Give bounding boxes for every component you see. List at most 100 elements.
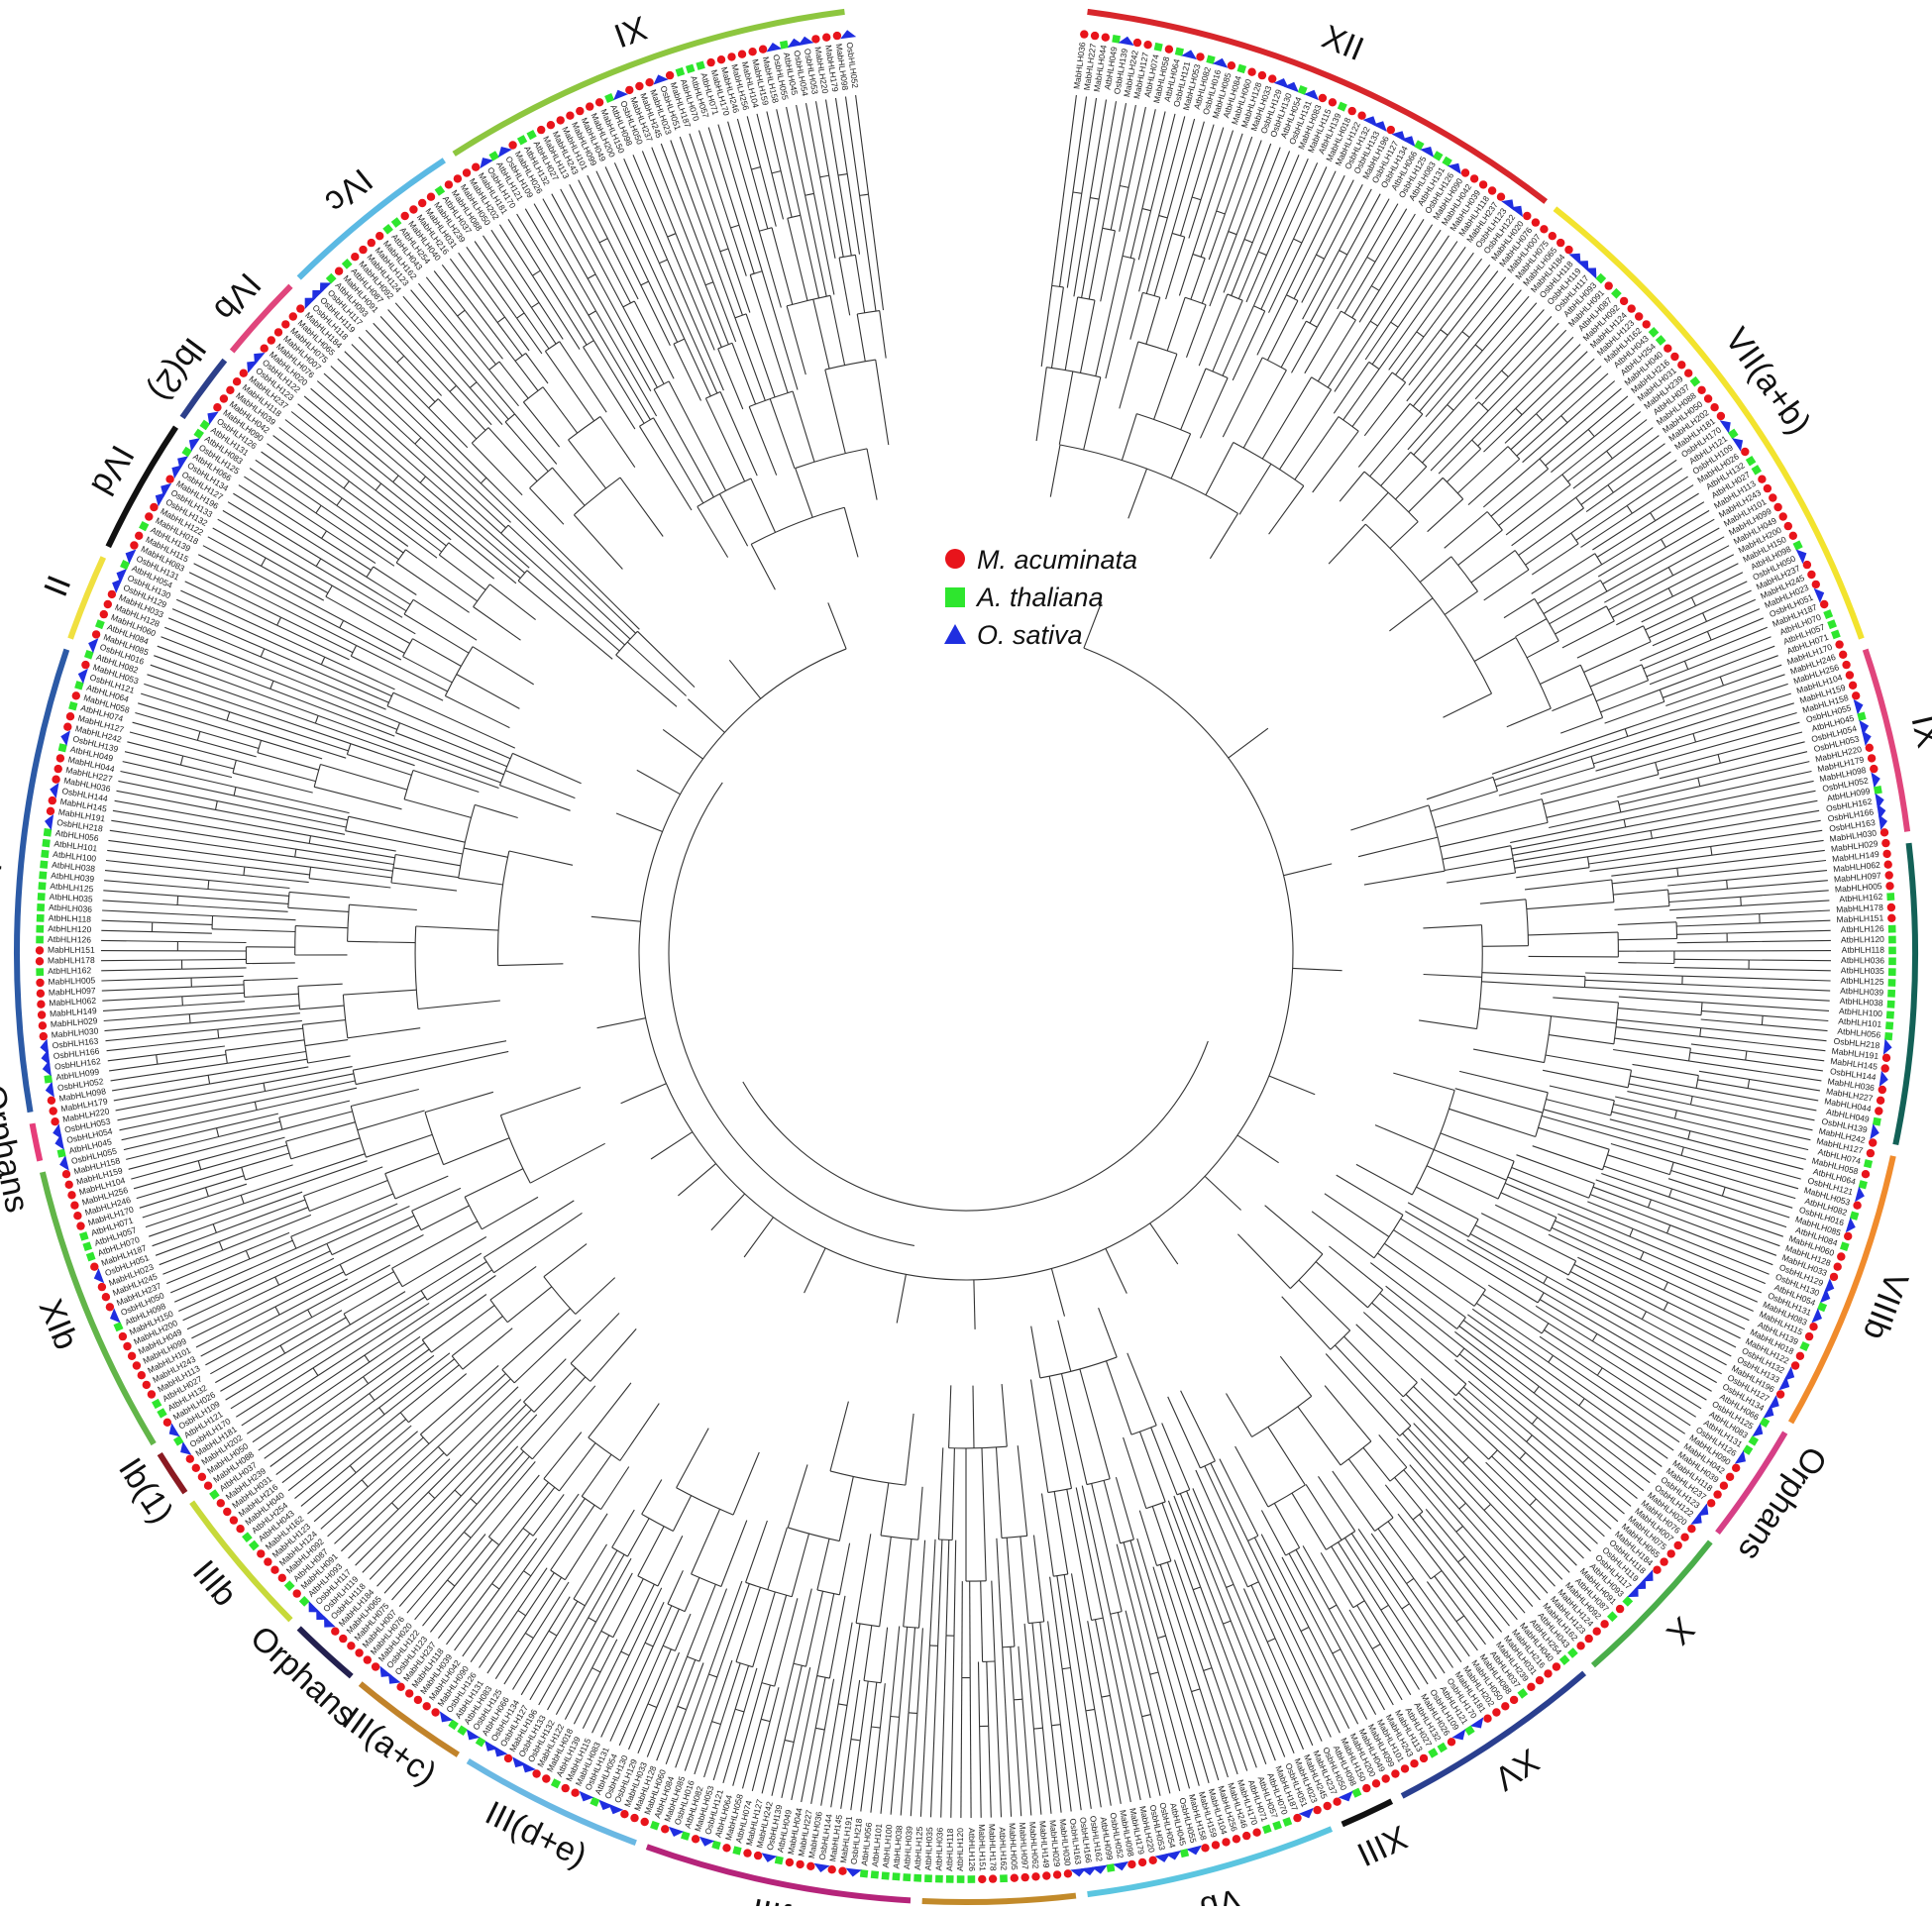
tree-arc [1365,524,1491,693]
tree-branch [1201,211,1217,257]
tree-branch [1492,729,1625,775]
leaf-name: AtbHLH118 [1842,945,1885,955]
tree-branch [970,1581,971,1678]
leaf-circle-marker [1483,1715,1491,1723]
tree-branch [1760,910,1830,914]
tree-arc [1048,1488,1072,1492]
leaf-circle-marker [1133,39,1141,47]
tree-arc [1333,1649,1341,1653]
leaf-circle-marker [145,512,153,520]
leaf-circle-marker [641,1818,649,1826]
tree-arc [428,1492,434,1498]
tree-branch [733,1452,759,1515]
tree-arc [1191,1689,1200,1692]
leaf-circle-marker [236,1525,244,1533]
tree-branch [398,476,520,579]
leaf-circle-marker [102,1293,110,1301]
tree-branch [1468,1381,1532,1435]
tree-branch [102,997,182,1001]
leaf-name: AtbHLH036 [1841,955,1884,965]
tree-branch [1396,337,1425,374]
tree-branch [320,765,407,791]
tree-branch [1660,646,1774,690]
tree-branch [1427,1166,1498,1199]
tree-branch [331,367,415,445]
tree-branch [140,1188,206,1209]
tree-arc [1172,233,1185,237]
leaf-triangle-marker [1155,1853,1171,1862]
leaf-circle-marker [376,232,383,240]
tree-branch [1199,294,1228,366]
tree-branch [1227,1587,1295,1752]
tree-branch [218,1020,302,1029]
tree-branch [1501,1193,1556,1218]
tree-arc [820,175,829,177]
tree-arc [234,788,236,796]
tree-branch [148,675,351,744]
tree-arc [420,477,426,482]
leaf-circle-marker [1758,476,1766,483]
tree-branch [1444,693,1492,717]
tree-branch [1298,1407,1341,1465]
tree-branch [1650,670,1688,685]
tree-arc [180,756,182,765]
tree-branch [316,513,394,566]
clade-label: Orphans [1731,1439,1834,1567]
tree-branch [1303,251,1340,320]
tree-branch [1646,606,1696,630]
tree-branch [246,1165,293,1180]
leaf-circle-marker [1348,107,1356,115]
tree-arc [1412,1090,1454,1195]
tree-branch [1142,1717,1160,1796]
tree-branch [1372,327,1398,365]
leaf-circle-marker [1726,1473,1734,1481]
tree-branch [312,1272,394,1318]
tree-branch [1561,373,1608,416]
leaf-circle-marker [138,1371,146,1379]
tree-branch [146,1195,241,1226]
tree-branch [499,1482,549,1544]
tree-branch [314,1480,362,1522]
leaf-circle-marker [1830,1273,1838,1281]
tree-branch [871,1728,881,1813]
leaf-circle-marker [566,112,574,120]
tree-branch [1677,942,1728,943]
leaf-circle-marker [630,1814,638,1822]
tree-arc [1579,1399,1584,1406]
tree-branch [1417,1187,1479,1220]
tree-branch [1393,1073,1454,1090]
tree-branch [1576,505,1628,540]
leaf-circle-marker [54,765,62,773]
tree-branch [1312,1212,1374,1258]
tree-branch [112,1075,208,1091]
tree-branch [1408,1203,1468,1237]
clade-label: IX [1903,711,1932,751]
tree-branch [759,231,781,307]
tree-arc [521,1449,533,1459]
tree-arc [1086,1709,1095,1710]
leaf-circle-marker [1553,1662,1560,1670]
tree-branch [592,1655,629,1733]
tree-arc [524,1571,531,1576]
leaf-circle-marker [1697,386,1705,394]
tree-branch [345,352,482,483]
tree-branch [1604,568,1668,603]
leaf-square-marker [1607,1611,1618,1622]
tree-branch [219,1028,303,1038]
leaf-name: AtbHLH120 [48,923,91,934]
leaf-square-marker [1154,43,1163,52]
leaf-square-marker [775,1856,784,1864]
leaf-square-marker [41,850,49,858]
tree-branch [262,566,324,600]
tree-branch [1522,352,1587,415]
tree-branch [1407,332,1462,401]
leaf-square-marker [1559,1654,1570,1665]
tree-branch [1523,423,1567,463]
tree-branch [772,228,793,305]
leaf-circle-marker [1789,532,1797,540]
tree-branch [711,1194,745,1230]
tree-arc [751,507,844,544]
tree-branch [1543,1070,1628,1088]
tree-branch [961,1678,962,1818]
tree-branch [1377,1253,1465,1318]
